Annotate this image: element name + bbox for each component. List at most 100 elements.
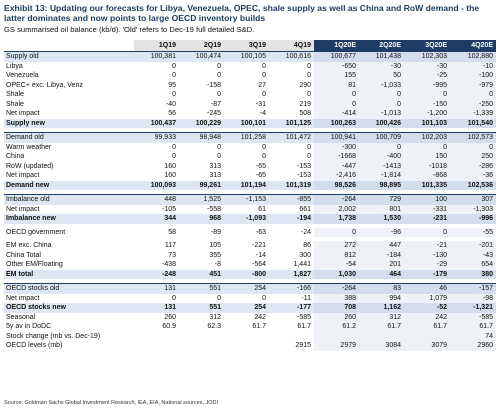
value-cell: 1,030 <box>314 269 359 279</box>
value-cell: -100 <box>450 71 496 81</box>
value-cell: 0 <box>217 143 221 151</box>
value-cell: -96 <box>359 227 404 237</box>
value-cell: -231 <box>404 214 450 224</box>
value-cell: 254 <box>224 283 269 294</box>
value-cell: 46 <box>404 283 450 294</box>
value-cell: -130 <box>404 250 450 260</box>
table-row: Net impact 0 0 0 -11 388 994 1,079 -98 <box>4 293 496 303</box>
value-cell: -30 <box>404 61 450 71</box>
value-cell: -264 <box>314 283 359 294</box>
value-cell <box>314 331 359 341</box>
row-label: Net impact <box>6 172 40 179</box>
value-cell: 99,261 <box>179 180 224 190</box>
value-cell: -286 <box>450 161 496 171</box>
value-cell: 812 <box>314 250 359 260</box>
value-cell: 201 <box>359 260 404 270</box>
value-cell: -1,339 <box>450 109 496 119</box>
exhibit-subtitle: GS summarised oil balance (kb/d). 'Old' … <box>4 25 255 34</box>
value-cell: -2,416 <box>314 171 359 181</box>
value-cell: 86 <box>303 242 311 249</box>
value-cell: -564 <box>251 261 266 268</box>
row-label: Imbalance old <box>4 194 134 205</box>
value-cell: 0 <box>172 72 176 79</box>
row-label: EM exc. China <box>6 242 52 249</box>
value-cell: 2,002 <box>314 204 359 214</box>
value-cell: 102,880 <box>450 51 496 62</box>
value-cell: -52 <box>404 303 450 313</box>
value-cell <box>224 341 269 351</box>
value-cell: 3084 <box>359 341 404 351</box>
row-label: Other EM/Floating <box>6 261 63 268</box>
value-cell: -105 <box>161 205 176 213</box>
value-cell: 160 <box>164 172 176 179</box>
value-cell: 100,709 <box>359 132 404 143</box>
value-cell: -63 <box>255 228 266 236</box>
value-cell: 801 <box>359 204 404 214</box>
value-cell: 98,895 <box>359 180 404 190</box>
row-label: 5y av in DoDC <box>6 323 52 330</box>
value-cell: 100,263 <box>314 118 359 128</box>
value-cell: 131 <box>134 283 179 294</box>
row-label: Shale <box>6 91 24 98</box>
value-cell: 0 <box>307 91 311 98</box>
value-cell: -153 <box>296 162 311 170</box>
value-cell: 100,437 <box>134 118 179 128</box>
value-cell: 50 <box>359 71 404 81</box>
column-header: 4Q19 <box>269 40 314 52</box>
value-cell: -250 <box>450 99 496 109</box>
value-cell: 464 <box>359 269 404 279</box>
value-cell: 0 <box>262 62 266 70</box>
row-label: Demand old <box>4 132 134 143</box>
row-label: EM total <box>4 269 134 279</box>
table-row: China Total 73 355 -14 300 812 -184 -130 -43 <box>4 250 496 260</box>
value-cell: 101,103 <box>404 118 450 128</box>
value-cell: 1,525 <box>179 194 224 205</box>
value-cell: -868 <box>404 171 450 181</box>
value-cell: -996 <box>450 214 496 224</box>
value-cell: 81 <box>314 80 359 90</box>
table-row: Libya 0 0 0 0 -650 -30 -30 -10 <box>4 61 496 71</box>
value-cell: -1668 <box>314 152 359 162</box>
value-cell: 3079 <box>404 341 450 351</box>
value-cell: -264 <box>314 194 359 205</box>
value-cell: 100,474 <box>179 51 224 62</box>
table-row: Supply new 100,437 100,229 100,101 101,125 10… <box>4 118 496 128</box>
column-header: 1Q20E <box>314 40 359 52</box>
column-header: 3Q19 <box>224 40 269 52</box>
value-cell: 2960 <box>450 341 496 351</box>
value-cell: -995 <box>404 80 450 90</box>
value-cell: 100,426 <box>359 118 404 128</box>
value-cell: 312 <box>359 312 404 322</box>
value-cell: -177 <box>269 303 314 313</box>
value-cell: 1,530 <box>359 214 404 224</box>
table-row: OECD stocks old 131 551 254 -166 -264 83 46 -157 <box>4 283 496 294</box>
value-cell: 101,540 <box>450 118 496 128</box>
table-row: Imbalance new 344 968 -1,093 -194 1,738 1,530-… <box>4 214 496 224</box>
value-cell: 98,948 <box>179 132 224 143</box>
value-cell: 0 <box>314 99 359 109</box>
table-row: Warm weather 0 0 0 0 -300 0 0 0 <box>4 142 496 152</box>
value-cell: 0 <box>307 153 311 160</box>
table-row: OECD levels (mb) 2915 2979 3084 3079 2960 <box>4 341 496 351</box>
value-cell: 101,438 <box>359 51 404 62</box>
value-cell: -43 <box>450 250 496 260</box>
value-cell: 2979 <box>314 341 359 351</box>
value-cell: 0 <box>217 72 221 79</box>
value-cell <box>179 341 224 351</box>
value-cell <box>224 332 269 342</box>
value-cell: 101,472 <box>269 132 314 143</box>
value-cell: 99,933 <box>134 132 179 143</box>
table-row: Net impact 56 -245 -4 508 -414 -1,013 -1,200 -1,… <box>4 109 496 119</box>
value-cell: 260 <box>164 313 176 321</box>
value-cell: 73 <box>168 251 176 259</box>
value-cell: 1,738 <box>314 214 359 224</box>
value-cell: 101,258 <box>224 132 269 143</box>
value-cell: 0 <box>172 294 176 302</box>
value-cell: 1,162 <box>359 303 404 313</box>
table-row: China 0 0 0 0 -1668 -400 150 250 <box>4 152 496 162</box>
table-header-row: 1Q19 2Q19 3Q19 4Q19 1Q20E 2Q20E 3Q20E 4Q… <box>4 40 496 52</box>
value-cell: -800 <box>224 269 269 279</box>
value-cell: 101,125 <box>269 118 314 128</box>
value-cell: 100,105 <box>224 51 269 62</box>
value-cell: -447 <box>314 161 359 171</box>
